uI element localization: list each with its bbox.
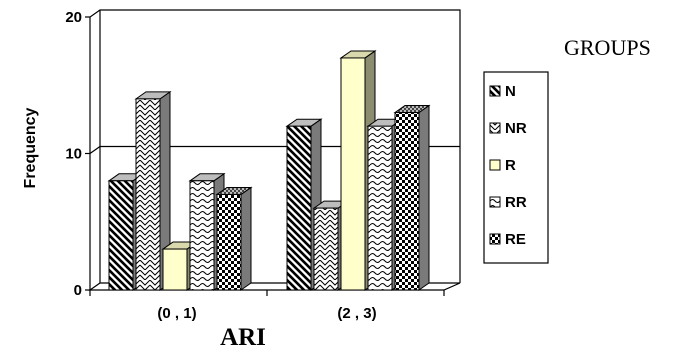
y-axis: 0 10 20 <box>65 9 90 299</box>
legend-swatch <box>489 85 501 97</box>
legend-label: RE <box>505 231 526 248</box>
legend-swatch <box>489 233 501 245</box>
bar-front <box>340 57 366 291</box>
bar-side <box>418 104 430 291</box>
legend-swatch <box>489 122 501 134</box>
legend-label: RR <box>505 194 527 211</box>
bar-front <box>135 98 161 291</box>
legend-swatch <box>489 196 501 208</box>
bar <box>285 118 323 291</box>
legend-swatch <box>489 159 501 171</box>
bar-front <box>108 180 134 291</box>
bar <box>393 104 431 291</box>
bar-front <box>367 125 393 291</box>
legend-title: GROUPS <box>564 35 651 60</box>
gridline <box>89 145 460 154</box>
bar-front <box>394 112 420 291</box>
x-tick-label: (2 , 3) <box>337 305 376 322</box>
x-tick-label: (0 , 1) <box>157 305 196 322</box>
y-tick-label: 10 <box>65 146 82 163</box>
bar-front <box>216 193 242 291</box>
legend-label: NR <box>505 120 527 137</box>
bar-front <box>189 180 215 291</box>
x-axis: (0 , 1) (2 , 3) <box>89 290 445 322</box>
x-axis-title: ARI <box>220 324 266 351</box>
y-tick-label: 20 <box>65 9 82 26</box>
y-tick-label: 0 <box>74 282 82 299</box>
bars <box>107 49 431 291</box>
bar <box>134 90 172 291</box>
bar <box>215 186 253 291</box>
bar-front <box>162 248 188 291</box>
bar-front <box>313 207 339 291</box>
legend-label: N <box>505 83 516 100</box>
legend-label: R <box>505 157 516 174</box>
bar-side <box>240 186 252 291</box>
y-axis-title: Frequency <box>22 107 39 188</box>
bar-front <box>286 125 312 291</box>
